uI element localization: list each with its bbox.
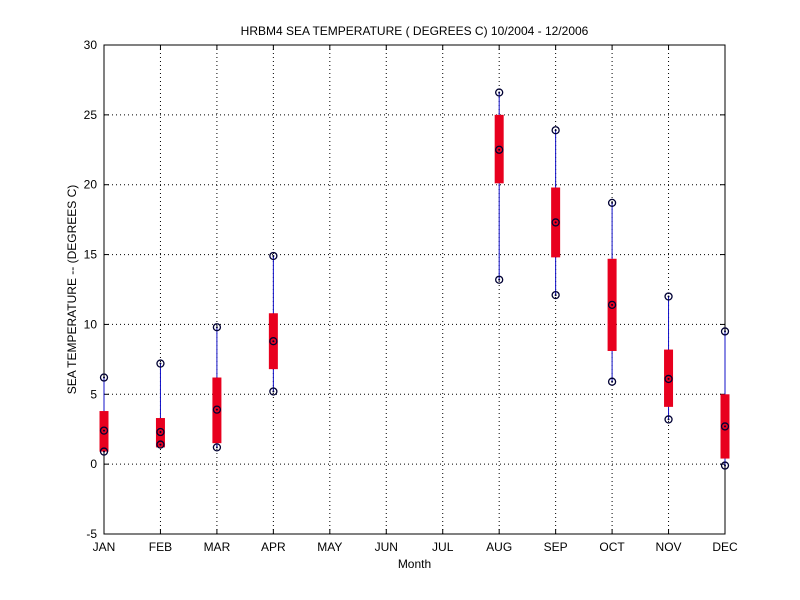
median-marker-dot (159, 431, 162, 434)
x-tick-label: MAY (317, 540, 342, 554)
median-marker-dot (667, 377, 670, 380)
median-marker (720, 422, 730, 431)
y-tick-label: 25 (84, 108, 98, 122)
x-tick-label: AUG (486, 540, 512, 554)
median-marker-dot (554, 221, 557, 224)
x-tick-label: APR (261, 540, 286, 554)
max-marker-dot (103, 376, 105, 379)
y-tick-label: 10 (84, 317, 98, 331)
min-marker (720, 461, 730, 470)
x-tick-label: OCT (599, 540, 625, 554)
median-marker-dot (103, 429, 105, 432)
min-marker (664, 415, 673, 424)
axis-ticks: JAN FEB MAR APR MAY JUN JUL AUG SEP OCT NOV DEC -5 0 5… (84, 38, 738, 554)
max-marker-dot (498, 91, 501, 94)
max-marker (607, 198, 617, 208)
min-marker (212, 443, 222, 452)
y-tick-label: 15 (84, 248, 98, 262)
y-tick-label: 0 (90, 457, 97, 471)
y-tick-label: 20 (84, 178, 98, 192)
max-marker (269, 251, 278, 261)
median-marker (99, 426, 109, 435)
median-marker (269, 337, 278, 346)
x-tick-label: FEB (149, 540, 172, 554)
median-marker-dot (724, 425, 726, 428)
median-marker-dot (272, 340, 275, 343)
max-marker-dot (554, 129, 557, 132)
min-marker (99, 447, 109, 456)
x-axis-label: Month (398, 557, 431, 571)
x-tick-label: DEC (712, 540, 738, 554)
max-marker (551, 126, 560, 135)
box-dec (720, 327, 730, 470)
min-marker (495, 275, 504, 284)
median-marker (156, 427, 165, 437)
median-marker (664, 374, 673, 384)
max-marker-dot (272, 254, 275, 257)
max-marker (664, 292, 673, 301)
box-jan (99, 373, 109, 456)
min-marker-dot (498, 278, 501, 281)
min-marker-dot (103, 450, 105, 453)
min-marker-dot (272, 390, 275, 393)
box-nov (664, 292, 674, 424)
x-tick-label: JAN (93, 540, 116, 554)
max-marker-dot (159, 362, 162, 365)
max-marker (495, 88, 504, 97)
max-marker-dot (667, 295, 670, 298)
max-marker (720, 327, 730, 336)
box-apr (268, 251, 278, 396)
y-tick-label: 30 (84, 38, 98, 52)
max-marker (156, 359, 165, 368)
chart-title: HRBM4 SEA TEMPERATURE ( DEGREES C) 10/20… (241, 24, 589, 38)
data-marks (99, 88, 730, 470)
max-marker (99, 373, 109, 382)
min-marker-dot (667, 418, 670, 421)
x-tick-label: NOV (656, 540, 682, 554)
max-marker-dot (215, 326, 218, 329)
x-tick-label: JUN (375, 540, 398, 554)
median-marker-dot (498, 148, 501, 151)
box-sep (551, 126, 561, 300)
min-marker-dot (554, 294, 557, 297)
median-marker (607, 300, 617, 310)
median-marker (495, 145, 504, 154)
x-tick-label: MAR (204, 540, 231, 554)
y-tick-label: -5 (86, 527, 97, 541)
min-marker-dot (159, 443, 162, 446)
plot-area-frame (103, 44, 726, 535)
min-marker-dot (215, 446, 218, 449)
min-marker (156, 440, 165, 449)
x-tick-label: SEP (544, 540, 568, 554)
box-oct (607, 198, 617, 386)
max-marker-dot (611, 201, 614, 204)
median-marker-dot (215, 408, 218, 411)
min-marker (551, 290, 560, 300)
box-mar (212, 323, 222, 452)
y-tick-label: 5 (90, 387, 97, 401)
min-marker (269, 387, 278, 396)
min-marker-dot (724, 464, 726, 467)
y-axis-label: SEA TEMPERATURE -- (DEGREES C) (65, 185, 79, 395)
min-marker (607, 377, 617, 386)
box-aug (494, 88, 504, 284)
median-marker-dot (611, 303, 614, 306)
max-marker-dot (724, 330, 726, 333)
x-tick-label: JUL (432, 540, 454, 554)
box-feb (155, 359, 165, 449)
max-marker (212, 323, 222, 332)
median-marker (212, 405, 222, 414)
min-marker-dot (611, 380, 614, 383)
grid-lines (104, 45, 725, 534)
median-marker (551, 218, 560, 227)
